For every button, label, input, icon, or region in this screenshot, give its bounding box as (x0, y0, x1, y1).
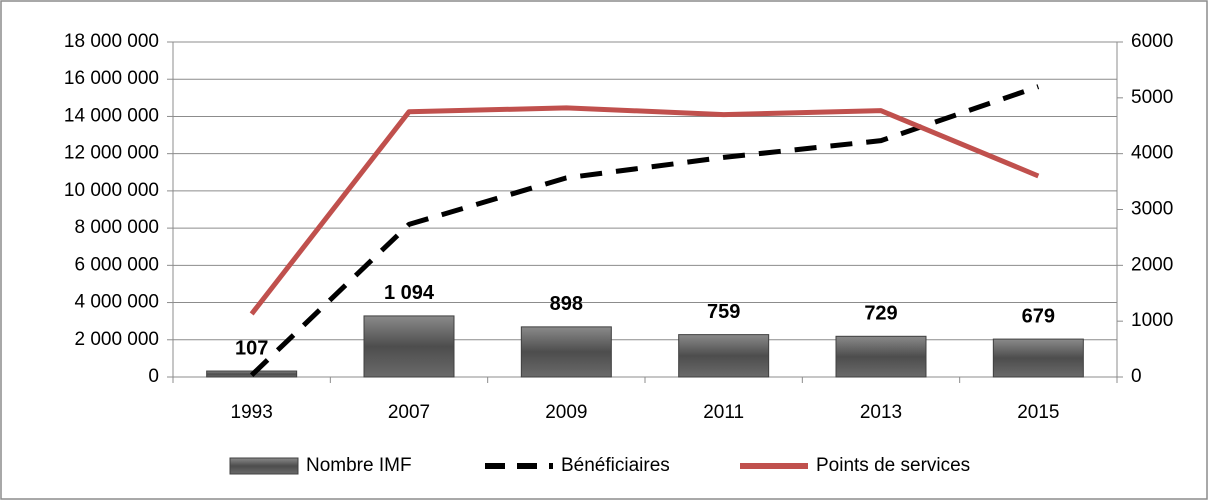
y-tick-label: 14 000 000 (64, 105, 159, 126)
line-series (249, 84, 1040, 377)
y-tick-label: 2 000 000 (74, 329, 159, 350)
y-tick-label: 0 (148, 366, 159, 387)
y-tick-label: 12 000 000 (64, 143, 159, 164)
value-label: 898 (550, 293, 583, 315)
y2-tick-label: 4000 (1131, 143, 1173, 164)
value-label: 759 (707, 301, 740, 323)
y2-tick-label: 5000 (1131, 87, 1173, 108)
y-tick-label: 16 000 000 (64, 68, 159, 89)
x-tick-label: 2011 (703, 402, 744, 423)
y2-tick-label: 6000 (1131, 31, 1173, 52)
x-tick-label: 2013 (860, 402, 902, 423)
legend-swatch (229, 457, 299, 475)
legend-label: Points de services (816, 455, 970, 476)
value-label: 107 (235, 337, 268, 359)
y-tick-label: 8 000 000 (74, 217, 159, 238)
x-tick-label: 2007 (388, 402, 430, 423)
value-label: 729 (864, 303, 897, 325)
y-tick-label: 10 000 000 (64, 180, 159, 201)
legend-label: Bénéficiaires (561, 455, 670, 476)
line-series (249, 105, 1040, 316)
bar (678, 334, 770, 378)
y2-tick-label: 1000 (1131, 310, 1173, 331)
y2-tick-label: 3000 (1131, 199, 1173, 220)
x-tick-label: 2015 (1017, 402, 1059, 423)
x-tick-label: 1993 (231, 402, 273, 423)
y2-tick-label: 2000 (1131, 254, 1173, 275)
bar (363, 315, 455, 378)
value-label: 679 (1022, 305, 1055, 327)
y2-tick-label: 0 (1131, 366, 1142, 387)
bar (835, 335, 927, 378)
x-tick-label: 2009 (545, 402, 587, 423)
legend-label: Nombre IMF (306, 455, 412, 476)
y-tick-label: 18 000 000 (64, 31, 159, 52)
bar (520, 326, 612, 378)
y-tick-label: 4 000 000 (74, 292, 159, 313)
bar (992, 338, 1084, 378)
y-tick-label: 6 000 000 (74, 254, 159, 275)
value-label: 1 094 (384, 282, 435, 304)
